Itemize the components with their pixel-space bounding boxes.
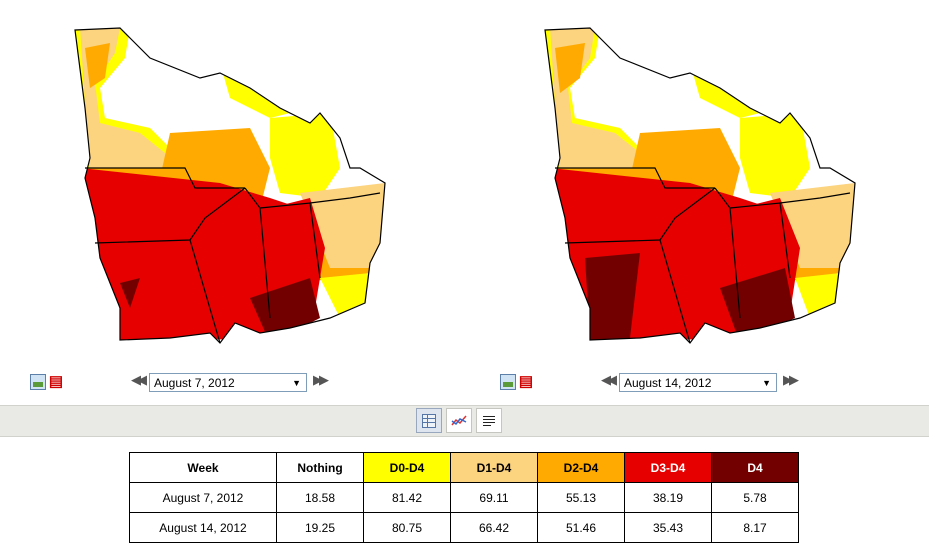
cell-week: August 7, 2012	[129, 482, 277, 513]
header-d2-d4: D2-D4	[537, 452, 625, 483]
text-view-icon	[483, 415, 495, 426]
cell-d0-d4: 81.42	[363, 482, 451, 513]
text-view-button[interactable]	[476, 408, 502, 433]
cell-d3-d4: 35.43	[624, 512, 712, 543]
cell-d4: 8.17	[711, 512, 799, 543]
cell-d1-d4: 69.11	[450, 482, 538, 513]
cell-d1-d4: 66.42	[450, 512, 538, 543]
image-icon[interactable]	[500, 374, 516, 390]
header-nothing: Nothing	[276, 452, 364, 483]
image-icon[interactable]	[30, 374, 46, 390]
drought-stats-table: Week Nothing D0-D4 D1-D4 D2-D4 D3-D4 D4 …	[129, 452, 799, 543]
double-left-arrow-icon[interactable]: ◀◀	[601, 372, 617, 387]
chart-view-button[interactable]	[446, 408, 472, 433]
date-select-left-value: August 7, 2012	[154, 376, 235, 390]
cell-d3-d4: 38.19	[624, 482, 712, 513]
table-row: August 7, 2012 18.58 81.42 69.11 55.13 3…	[129, 482, 799, 513]
header-week: Week	[129, 452, 277, 483]
double-right-arrow-icon[interactable]: ▶▶	[313, 372, 329, 387]
cell-d2-d4: 55.13	[537, 482, 625, 513]
cell-d2-d4: 51.46	[537, 512, 625, 543]
header-d4: D4	[711, 452, 799, 483]
date-select-right[interactable]: August 14, 2012 ▼	[619, 373, 777, 392]
cell-d0-d4: 80.75	[363, 512, 451, 543]
cell-nothing: 18.58	[276, 482, 364, 513]
pdf-icon[interactable]: ▤	[518, 373, 534, 390]
header-d1-d4: D1-D4	[450, 452, 538, 483]
header-d3-d4: D3-D4	[624, 452, 712, 483]
pdf-icon[interactable]: ▤	[48, 373, 64, 390]
cell-week: August 14, 2012	[129, 512, 277, 543]
chevron-down-icon: ▼	[292, 378, 301, 388]
table-view-button[interactable]	[416, 408, 442, 433]
view-toolbar	[0, 405, 929, 437]
table-header-row: Week Nothing D0-D4 D1-D4 D2-D4 D3-D4 D4	[129, 452, 799, 483]
double-right-arrow-icon[interactable]: ▶▶	[783, 372, 799, 387]
drought-map-august-7	[74, 27, 386, 344]
cell-nothing: 19.25	[276, 512, 364, 543]
chevron-down-icon: ▼	[762, 378, 771, 388]
table-row: August 14, 2012 19.25 80.75 66.42 51.46 …	[129, 512, 799, 543]
table-view-icon	[422, 413, 436, 428]
double-left-arrow-icon[interactable]: ◀◀	[131, 372, 147, 387]
header-d0-d4: D0-D4	[363, 452, 451, 483]
date-select-right-value: August 14, 2012	[624, 376, 712, 390]
cell-d4: 5.78	[711, 482, 799, 513]
chart-view-icon	[451, 415, 467, 425]
drought-map-august-14	[544, 27, 856, 344]
date-select-left[interactable]: August 7, 2012 ▼	[149, 373, 307, 392]
